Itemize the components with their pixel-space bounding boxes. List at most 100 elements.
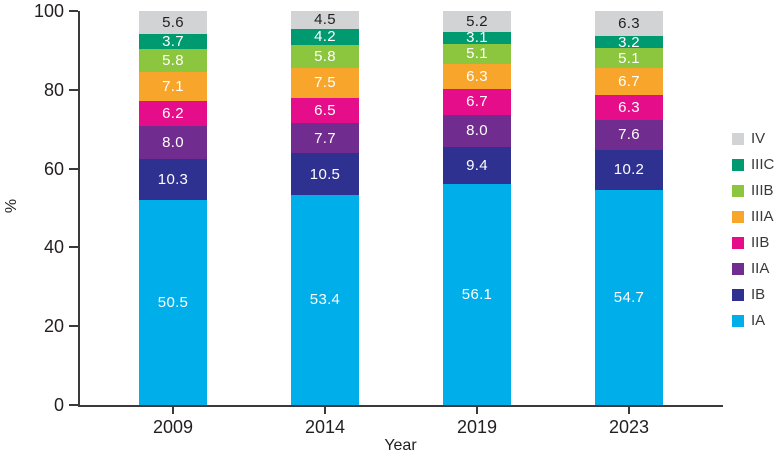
segment-IIIC-2014: 4.2 (291, 28, 359, 46)
segment-value-label: 6.3 (618, 98, 640, 116)
segment-value-label: 3.2 (618, 33, 640, 51)
segment-IV-2014: 4.5 (291, 11, 359, 29)
segment-value-label: 6.7 (466, 93, 488, 111)
segment-IIIA-2023: 6.7 (595, 68, 663, 95)
plot-area: 0 20 40 60 80 100 5.6 3.7 5.8 7.1 6.2 8.0 10.3 50.5 4… (34, 1, 723, 437)
segment-IA-2014: 53.4 (291, 194, 359, 405)
segment-IIA-2009: 8.0 (139, 126, 207, 159)
segment-value-label: 5.8 (314, 48, 336, 66)
legend-item-IV: IV (732, 130, 774, 147)
segment-IB-2014: 10.5 (291, 153, 359, 195)
segment-value-label: 10.2 (613, 161, 645, 179)
legend-label-IV: IV (751, 130, 766, 147)
y-axis-line (78, 11, 80, 405)
segment-value-label: 3.7 (162, 32, 184, 50)
segment-value-label: 8.0 (162, 133, 184, 151)
bar-2023: 6.3 3.2 5.1 6.7 6.3 7.6 10.2 54.7 (595, 11, 663, 405)
segment-value-label: 7.6 (618, 126, 640, 144)
bar-2009: 5.6 3.7 5.8 7.1 6.2 8.0 10.3 50.5 (139, 11, 207, 405)
legend-label-IIIA: IIIA (751, 208, 774, 225)
x-tick-label-2009: 2009 (152, 417, 194, 437)
segment-IIIB-2014: 5.8 (291, 45, 359, 69)
segment-IIIC-2019: 3.1 (443, 29, 511, 46)
legend-label-IIIC: IIIC (751, 156, 775, 173)
legend-swatch-IB (732, 289, 744, 301)
y-tick-line-80 (69, 88, 78, 91)
segment-value-label: 5.1 (618, 49, 640, 67)
segment-IIIA-2019: 6.3 (443, 63, 511, 89)
segment-IA-2023: 54.7 (595, 189, 663, 405)
x-axis-line (78, 405, 723, 407)
segment-value-label: 10.3 (157, 170, 189, 188)
x-tick-label-2014: 2014 (304, 417, 346, 437)
bar-2019: 5.2 3.1 5.1 6.3 6.7 8.0 9.4 56.1 (443, 11, 511, 405)
legend-swatch-IIIC (732, 159, 744, 171)
segment-IIIB-2009: 5.8 (139, 48, 207, 73)
segment-value-label: 6.2 (162, 105, 184, 123)
segment-IIIC-2009: 3.7 (139, 32, 207, 50)
segment-IIB-2014: 6.5 (291, 97, 359, 124)
segment-IV-2019: 5.2 (443, 11, 511, 32)
segment-value-label: 10.5 (309, 165, 341, 183)
segment-IIB-2009: 6.2 (139, 101, 207, 127)
y-axis-title: % (3, 198, 20, 214)
segment-value-label: 6.7 (618, 73, 640, 91)
legend-item-IIIC: IIIC (732, 156, 775, 173)
legend-swatch-IIA (732, 263, 744, 275)
legend-label-IB: IB (751, 286, 766, 303)
segment-IA-2009: 50.5 (139, 200, 207, 405)
segment-value-label: 6.3 (466, 67, 488, 85)
segment-value-label: 8.0 (466, 122, 488, 140)
segment-value-label: 4.5 (314, 11, 336, 29)
x-tick-label-2023: 2023 (608, 417, 650, 437)
segment-value-label: 6.5 (314, 101, 336, 119)
y-tick-label-40: 40 (43, 237, 64, 258)
segment-IIIB-2019: 5.1 (443, 43, 511, 64)
bar-2014: 4.5 4.2 5.8 7.5 6.5 7.7 10.5 53.4 (291, 11, 359, 405)
segment-IIA-2023: 7.6 (595, 119, 663, 150)
legend-item-IB: IB (732, 286, 774, 303)
x-tick-line-2019 (476, 407, 478, 414)
y-tick-line-40 (69, 246, 78, 249)
segment-value-label: 5.8 (162, 51, 184, 69)
y-tick-label-0: 0 (53, 395, 64, 415)
segment-IIIC-2023: 3.2 (595, 33, 663, 51)
segment-value-label: 5.6 (162, 13, 184, 31)
y-tick-label-80: 80 (43, 79, 64, 100)
legend-label-IIA: IIA (751, 260, 770, 277)
segment-IIIA-2014: 7.5 (291, 68, 359, 98)
segment-IB-2019: 9.4 (443, 146, 511, 184)
segment-IB-2023: 10.2 (595, 149, 663, 190)
legend-item-IIIB: IIIB (732, 182, 774, 199)
segment-value-label: 9.4 (466, 156, 488, 174)
segment-value-label: 4.2 (314, 28, 336, 46)
segment-IIB-2023: 6.3 (595, 94, 663, 120)
segment-IA-2019: 56.1 (443, 183, 511, 405)
legend: IV IIIC IIIB IIIA IIB IIA IB IA (732, 130, 775, 341)
x-tick-label-2019: 2019 (456, 417, 498, 437)
segment-value-label: 7.7 (314, 129, 336, 147)
y-tick-line-100 (69, 10, 78, 12)
y-tick-line-0 (69, 404, 78, 406)
legend-label-IIB: IIB (751, 234, 770, 251)
segment-value-label: 5.1 (466, 45, 488, 63)
legend-item-IA: IA (732, 312, 774, 329)
segment-value-label: 7.5 (314, 74, 336, 92)
legend-label-IIIB: IIIB (751, 182, 774, 199)
segment-value-label: 56.1 (461, 285, 493, 303)
y-tick-label-60: 60 (43, 158, 64, 179)
legend-swatch-IIB (732, 237, 744, 249)
x-axis-title: Year (384, 437, 417, 454)
segment-IV-2009: 5.6 (139, 11, 207, 34)
segment-value-label: 50.5 (157, 294, 189, 312)
segment-value-label: 5.2 (466, 12, 488, 30)
segment-IV-2023: 6.3 (595, 11, 663, 36)
segment-value-label: 53.4 (309, 291, 341, 309)
legend-label-IA: IA (751, 312, 766, 329)
legend-swatch-IIIB (732, 185, 744, 197)
segment-IB-2009: 10.3 (139, 158, 207, 201)
y-tick-label-100: 100 (33, 1, 64, 21)
x-tick-line-2023 (628, 407, 630, 414)
y-tick-line-60 (69, 167, 78, 170)
